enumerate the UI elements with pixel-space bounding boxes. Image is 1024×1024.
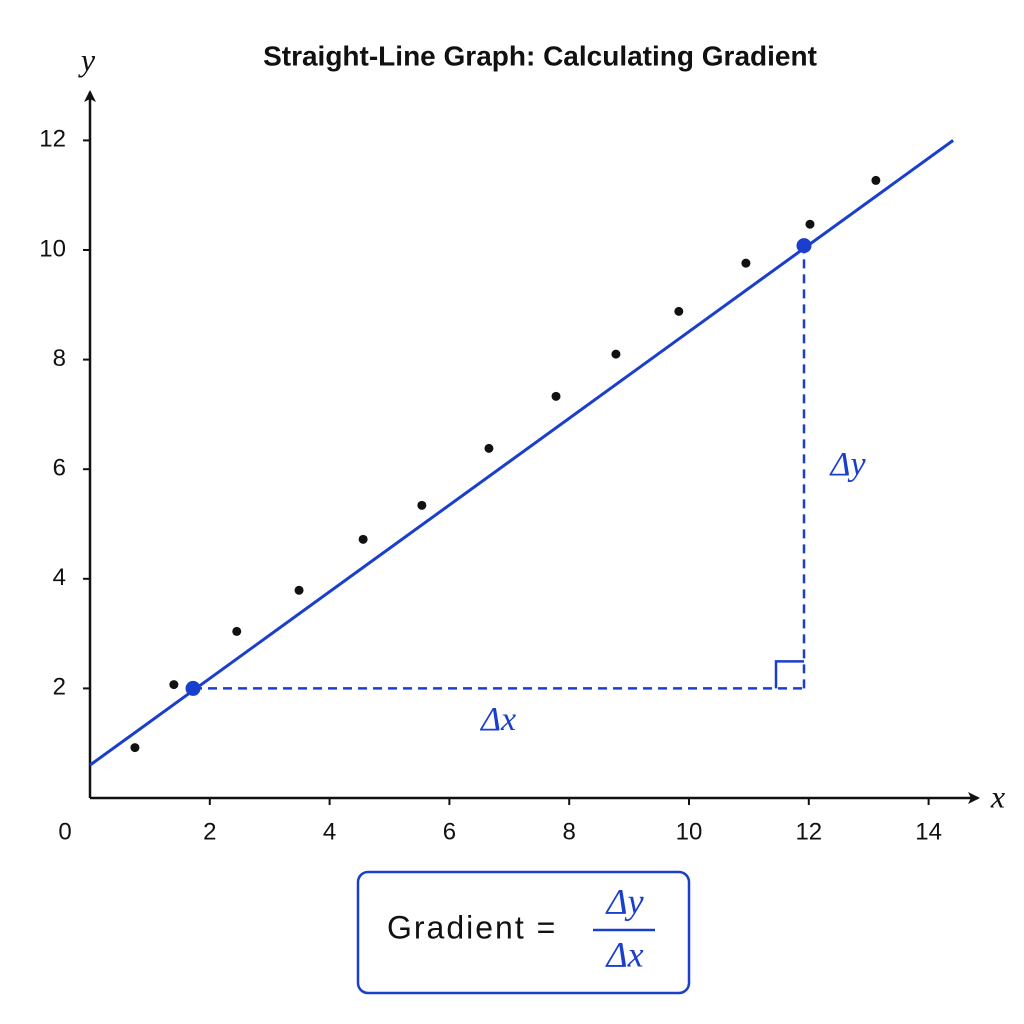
right-angle-mark: [774, 660, 805, 689]
data-point: [611, 349, 621, 359]
highlight-point: [185, 680, 201, 696]
data-point: [551, 391, 561, 401]
data-point: [294, 585, 304, 595]
y-tick-label: 4: [53, 564, 66, 591]
x-tick-label: 4: [323, 818, 336, 845]
data-point: [232, 626, 242, 636]
x-tick-label: 10: [676, 818, 703, 845]
y-axis-label: y: [78, 41, 96, 77]
data-point: [417, 500, 427, 510]
delta-y-label: Δy: [828, 446, 866, 483]
formula-denominator: Δx: [604, 934, 643, 974]
fit-line: [89, 139, 955, 767]
data-point: [674, 306, 684, 316]
x-tick-label: 6: [443, 818, 456, 845]
highlight-point: [796, 238, 812, 254]
chart-title: Straight-Line Graph: Calculating Gradien…: [263, 40, 817, 71]
data-point: [741, 258, 751, 268]
formula-box: [356, 870, 691, 995]
data-point: [871, 175, 881, 185]
data-point: [805, 219, 815, 229]
y-tick-label: 6: [53, 455, 66, 482]
y-tick-label: 12: [39, 126, 66, 153]
y-tick-label: 10: [39, 235, 66, 262]
x-tick-label: 14: [915, 818, 942, 845]
data-point: [358, 534, 368, 544]
y-tick-label: 8: [53, 345, 66, 372]
x-tick-label: 8: [563, 818, 576, 845]
data-point: [130, 743, 140, 753]
x-axis-label: x: [990, 778, 1005, 814]
x-tick-label: 2: [203, 818, 216, 845]
x-tick-label: 0: [58, 818, 71, 845]
formula-label: Gradient =: [387, 909, 557, 945]
data-point: [169, 680, 179, 690]
y-tick-label: 2: [53, 674, 66, 701]
delta-x-label: Δx: [479, 701, 516, 738]
x-tick-label: 12: [795, 818, 822, 845]
formula-numerator: Δy: [604, 881, 643, 921]
data-point: [484, 443, 494, 453]
